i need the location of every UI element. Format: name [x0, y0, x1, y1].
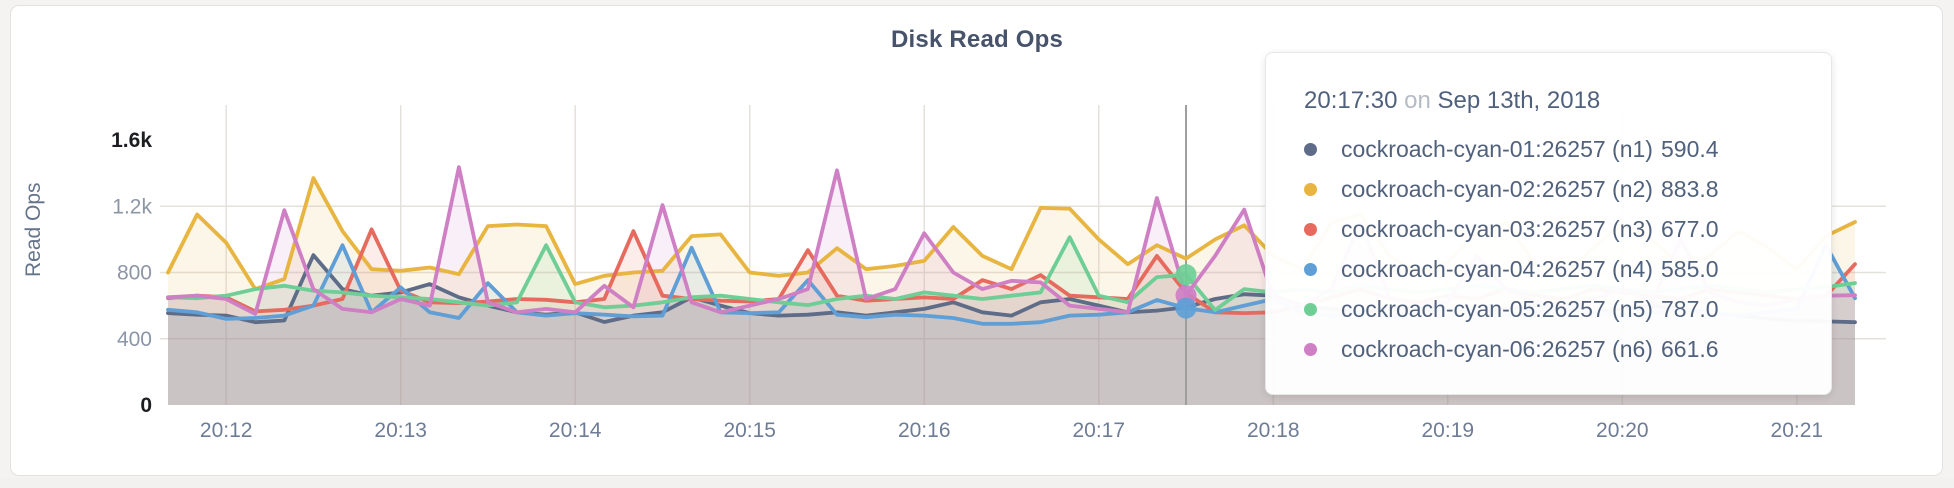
x-tick-label: 20:21 [1771, 419, 1824, 442]
tooltip-date: Sep 13th, 2018 [1437, 87, 1601, 114]
series-color-dot-n1 [1304, 142, 1317, 156]
series-color-dot-n4 [1304, 262, 1317, 276]
tooltip-row: cockroach-cyan-04:26257 (n4) 585.0 [1304, 249, 1801, 289]
x-tick-label: 20:13 [374, 419, 427, 442]
tooltip-conjunction: on [1404, 87, 1431, 114]
series-color-dot-n5 [1304, 302, 1317, 316]
x-tick-label: 20:19 [1422, 419, 1475, 442]
series-name: cockroach-cyan-05:26257 (n5) [1341, 295, 1653, 322]
tooltip-row: cockroach-cyan-01:26257 (n1) 590.4 [1304, 129, 1801, 169]
series-value: 661.6 [1661, 335, 1719, 362]
x-tick-label: 20:18 [1247, 419, 1300, 442]
series-color-dot-n6 [1304, 342, 1317, 356]
series-name: cockroach-cyan-02:26257 (n2) [1341, 175, 1653, 202]
tooltip-rows: cockroach-cyan-01:26257 (n1) 590.4 cockroa… [1304, 129, 1801, 369]
series-color-dot-n3 [1304, 222, 1317, 236]
series-name: cockroach-cyan-06:26257 (n6) [1341, 335, 1653, 362]
y-tick-label: 0 [140, 394, 152, 417]
tooltip-row: cockroach-cyan-05:26257 (n5) 787.0 [1304, 289, 1801, 329]
tooltip-row: cockroach-cyan-06:26257 (n6) 661.6 [1304, 329, 1801, 369]
y-tick-label: 1.2k [112, 195, 152, 218]
tooltip-header: 20:17:30 on Sep 13th, 2018 [1304, 87, 1801, 115]
x-tick-label: 20:12 [200, 419, 253, 442]
series-value: 677.0 [1661, 215, 1719, 242]
series-color-dot-n2 [1304, 182, 1317, 196]
page-bottom-strip [0, 478, 1954, 488]
y-tick-label: 800 [117, 262, 152, 285]
x-tick-label: 20:15 [723, 419, 776, 442]
hover-dot-n5 [1175, 264, 1197, 286]
y-tick-label: 400 [117, 328, 152, 351]
x-tick-label: 20:16 [898, 419, 951, 442]
x-tick-label: 20:14 [549, 419, 602, 442]
x-tick-label: 20:17 [1072, 419, 1125, 442]
hover-tooltip: 20:17:30 on Sep 13th, 2018 cockroach-cya… [1265, 52, 1832, 395]
chart-title: Disk Read Ops [891, 26, 1063, 53]
series-value: 883.8 [1661, 175, 1719, 202]
tooltip-row: cockroach-cyan-03:26257 (n3) 677.0 [1304, 209, 1801, 249]
y-tick-label: 1.6k [111, 129, 152, 152]
hover-dot-n4 [1175, 297, 1197, 319]
series-name: cockroach-cyan-03:26257 (n3) [1341, 215, 1653, 242]
tooltip-time: 20:17:30 [1304, 87, 1398, 114]
tooltip-row: cockroach-cyan-02:26257 (n2) 883.8 [1304, 169, 1801, 209]
x-tick-label: 20:20 [1596, 419, 1649, 442]
series-name: cockroach-cyan-04:26257 (n4) [1341, 255, 1653, 282]
series-value: 787.0 [1661, 295, 1719, 322]
series-value: 590.4 [1661, 135, 1719, 162]
series-name: cockroach-cyan-01:26257 (n1) [1341, 135, 1653, 162]
series-value: 585.0 [1661, 255, 1719, 282]
